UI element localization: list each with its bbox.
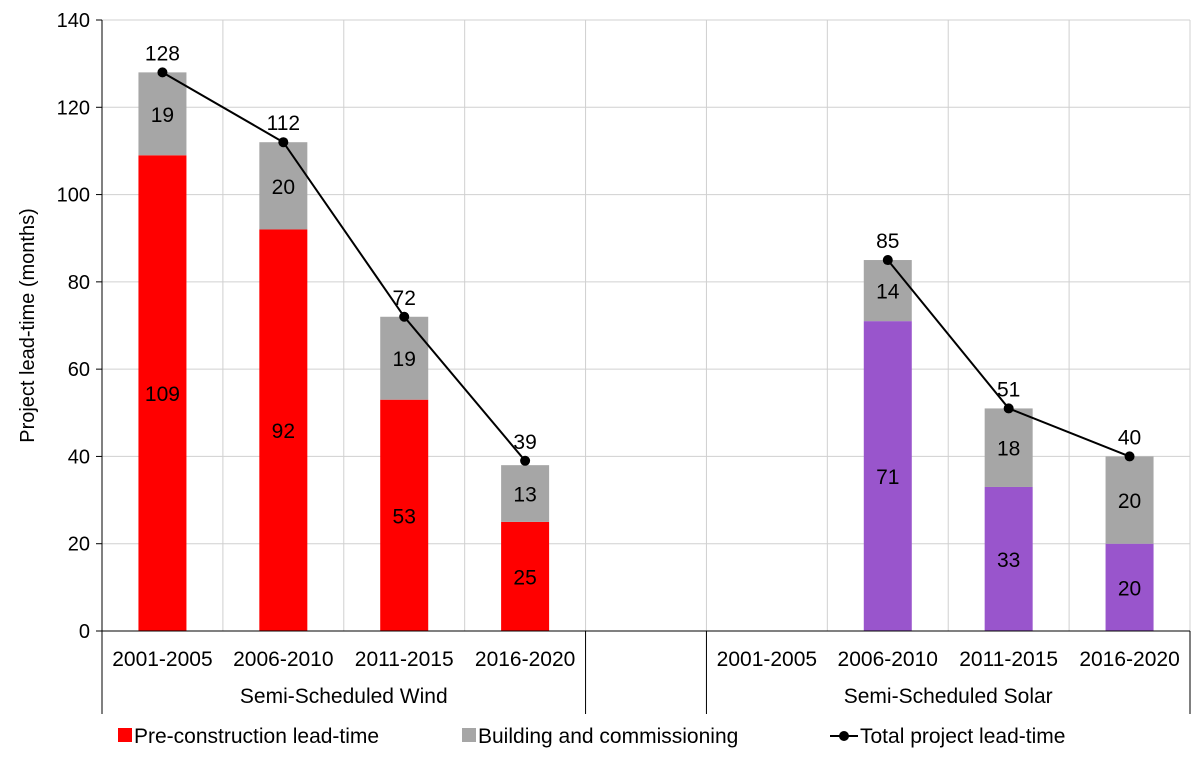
grid-lines [102,19,1191,631]
data-label-total: 85 [876,230,899,253]
total-lead-time-point [1003,403,1014,414]
y-tick-label: 140 [57,10,90,32]
data-labels: 109 19 128 92 20 112 53 19 72 25 13 39 71 14 85 33 18 51 2… [145,42,1141,600]
bar-pre-construction [138,155,187,632]
total-lead-time-point [278,137,289,148]
x-category-label: 2001-2005 [112,648,212,671]
x-group-label: Semi-Scheduled Wind [240,685,448,708]
x-category-label: 2011-2015 [959,648,1058,671]
data-label-total: 72 [393,287,416,310]
bar-pre-construction [984,486,1033,631]
bar-building [259,142,308,230]
x-category-label: 2006-2010 [233,648,333,671]
data-label-building: 20 [1118,490,1141,513]
bar-building [1105,456,1154,544]
data-label-total: 51 [997,378,1020,401]
data-label-total: 39 [513,431,536,454]
data-label-total: 128 [145,42,180,65]
data-label-building: 20 [272,176,295,199]
bar-pre-construction [501,521,550,631]
bar-pre-construction [380,399,429,631]
total-lead-time-point [1124,451,1135,462]
data-label-building: 13 [513,484,536,507]
data-label-pre-construction: 25 [513,566,536,589]
y-tick-label: 60 [68,359,90,381]
total-lead-time-point [520,455,531,466]
bar-building [501,465,550,522]
total-lead-time-point [399,311,410,322]
legend-swatch-marker [839,731,849,741]
bar-pre-construction [863,321,912,631]
total-lead-time-point [157,67,168,78]
bar-pre-construction [259,229,308,631]
x-category-label: 2011-2015 [355,648,454,671]
y-tick-label: 100 [57,185,90,207]
legend-swatch [462,728,476,742]
data-label-pre-construction: 33 [997,549,1020,572]
x-category-label: 2006-2010 [838,648,938,671]
total-lead-time-point [882,255,893,266]
data-label-building: 14 [876,281,900,304]
data-label-pre-construction: 92 [272,420,295,443]
x-group-label: Semi-Scheduled Solar [844,685,1053,708]
legend-label: Pre-construction lead-time [134,725,379,748]
data-label-pre-construction: 71 [876,466,899,489]
bar-building [863,260,912,322]
data-label-total: 112 [267,112,300,135]
y-axis-label: Project lead-time (months) [17,208,39,443]
x-category-label: 2001-2005 [717,648,817,671]
legend: Pre-construction lead-time Building and c… [118,725,1065,748]
data-label-building: 19 [151,104,174,127]
legend-label: Building and commissioning [478,725,738,748]
legend-swatch [118,728,132,742]
legend-label: Total project lead-time [860,725,1065,748]
total-lead-time-line [161,71,526,462]
axes: 0 20 40 60 80 100 120 140 Project lead-time (mon… [17,10,1191,714]
bar-building [380,316,429,400]
data-label-building: 18 [997,438,1020,461]
y-tick-label: 0 [79,621,90,643]
total-line [157,67,1135,466]
x-category-label: 2016-2020 [475,648,575,671]
bar-pre-construction [1105,543,1154,631]
bars [138,72,1154,632]
x-category-label: 2016-2020 [1079,648,1179,671]
bar-building [138,72,187,156]
data-label-pre-construction: 53 [393,505,416,528]
data-label-building: 19 [393,348,416,371]
bar-building [984,408,1033,487]
y-tick-label: 40 [68,446,90,468]
y-tick-label: 20 [68,534,90,556]
data-label-pre-construction: 20 [1118,577,1141,600]
y-tick-label: 120 [57,97,90,119]
data-label-pre-construction: 109 [145,383,180,406]
data-label-total: 40 [1118,426,1141,449]
y-tick-label: 80 [68,272,90,294]
